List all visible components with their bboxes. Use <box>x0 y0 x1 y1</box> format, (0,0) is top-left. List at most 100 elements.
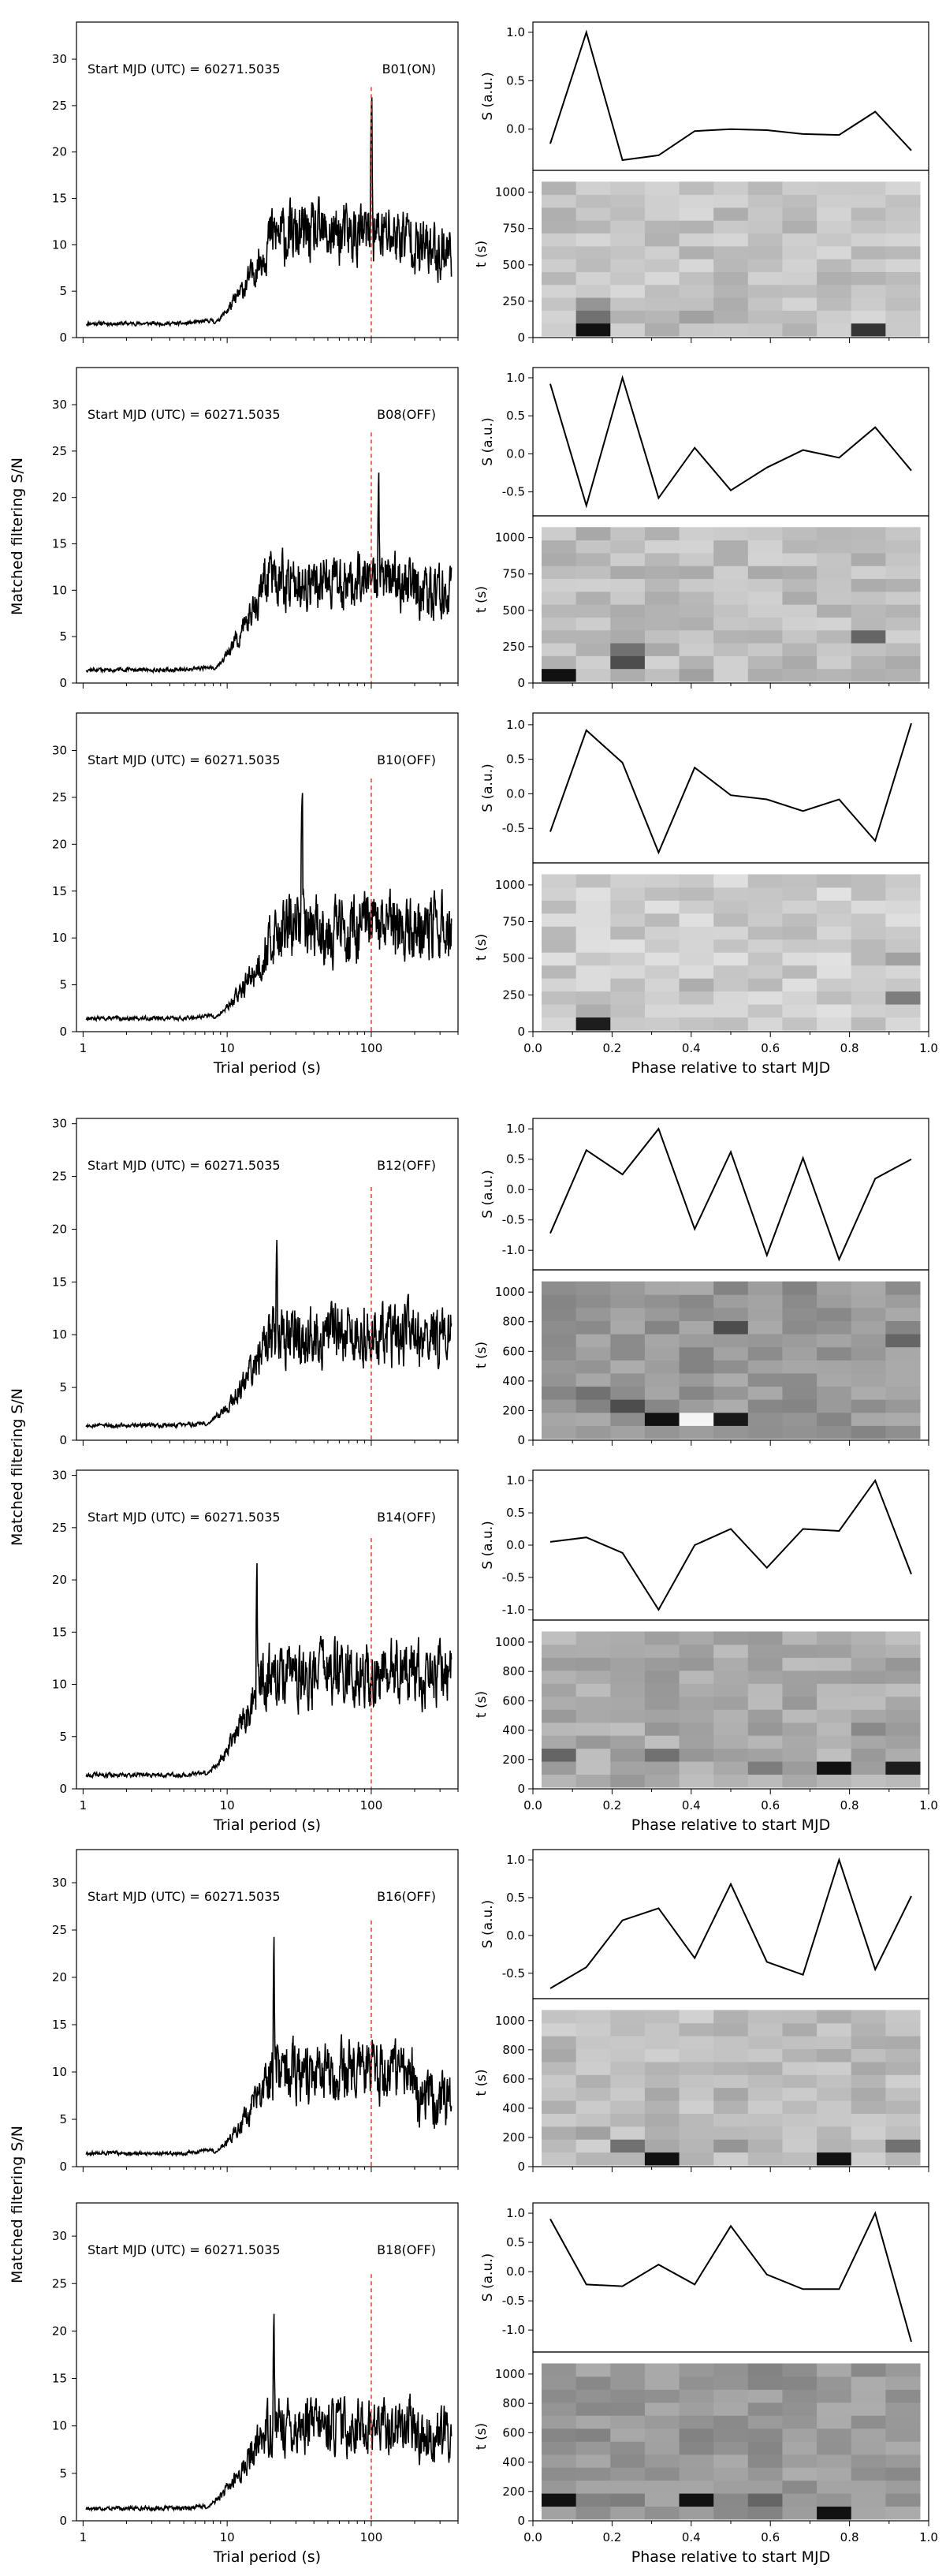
heatmap-cell <box>542 2415 577 2429</box>
heatmap-cell <box>851 1372 886 1387</box>
heatmap-cell <box>644 578 680 592</box>
heatmap-cell <box>679 1320 714 1335</box>
heatmap-y-axis-label: t (s) <box>474 1342 490 1368</box>
heatmap-cell <box>679 1307 714 1321</box>
heatmap-cell <box>885 1709 921 1723</box>
heatmap-cell <box>851 297 886 311</box>
heatmap-cell <box>713 2061 749 2075</box>
heatmap-cell <box>817 2074 852 2089</box>
profile-y-tick-label: 0.5 <box>506 1506 525 1520</box>
heatmap-cell <box>610 2493 646 2507</box>
heatmap-cell <box>747 1386 783 1400</box>
start-mjd-annotation: Start MJD (UTC) = 60271.5035 <box>88 752 281 767</box>
heatmap-cell <box>644 271 680 286</box>
heatmap-cell <box>542 991 577 1005</box>
periodogram-frame <box>76 367 459 684</box>
heatmap-cell <box>679 2389 714 2403</box>
heatmap-cell <box>644 617 680 631</box>
heatmap-cell <box>610 1696 646 1710</box>
heatmap-cell <box>817 991 852 1005</box>
profile-y-tick-label: 0.5 <box>506 2235 525 2249</box>
heatmap-cell <box>851 2402 886 2416</box>
heatmap-cell <box>885 1735 921 1749</box>
profile-y-tick-label: 0.0 <box>506 2264 525 2279</box>
heatmap-cell <box>782 1657 818 1671</box>
heatmap-cell <box>610 2139 646 2153</box>
heatmap-cell <box>851 1004 886 1018</box>
profile-y-axis-label: S (a.u.) <box>480 1900 496 1948</box>
heatmap-cell <box>644 220 680 234</box>
heatmap-cell <box>644 1307 680 1321</box>
heatmap-cell <box>679 1748 714 1762</box>
heatmap-cell <box>679 2022 714 2037</box>
heatmap-cell <box>575 284 611 298</box>
heatmap-y-tick-label: 200 <box>502 2130 525 2145</box>
heatmap-cell <box>747 2467 783 2481</box>
heatmap-cell <box>679 527 714 541</box>
heatmap-cell <box>644 2389 680 2403</box>
heatmap-cell <box>542 939 577 953</box>
heatmap-y-tick-label: 1000 <box>495 2014 525 2028</box>
heatmap-cell <box>610 1735 646 1749</box>
sn-curve <box>85 472 453 674</box>
heatmap-cell <box>782 1004 818 1018</box>
heatmap-cell <box>885 887 921 901</box>
phase-tick-label: 0.2 <box>602 1798 621 1813</box>
heatmap-cell <box>644 2441 680 2455</box>
heatmap-cell <box>851 1631 886 1645</box>
heatmap-cell <box>747 1696 783 1710</box>
start-mjd-annotation: Start MJD (UTC) = 60271.5035 <box>88 62 281 77</box>
heatmap-cell <box>542 233 577 247</box>
heatmap-cell <box>542 1334 577 1348</box>
heatmap-y-axis-label: t (s) <box>474 586 490 613</box>
beam-label: B16(OFF) <box>377 1889 436 1904</box>
heatmap-cell <box>885 2467 921 2481</box>
heatmap-cell <box>851 655 886 670</box>
heatmap-cell <box>713 978 749 992</box>
heatmap-cell <box>679 1372 714 1387</box>
profile-y-tick-label: 1.0 <box>506 1853 525 1867</box>
heatmap-cell <box>713 874 749 888</box>
heatmap-cell <box>610 1709 646 1723</box>
heatmap-cell <box>644 2087 680 2101</box>
heatmap-cell <box>713 2087 749 2101</box>
heatmap-cell <box>817 552 852 566</box>
heatmap-cell <box>747 1722 783 1736</box>
y-tick-label: 5 <box>59 1380 67 1394</box>
heatmap-cell <box>644 2493 680 2507</box>
heatmap-cell <box>885 1294 921 1309</box>
heatmap-cell <box>575 259 611 272</box>
heatmap-cell <box>885 1774 921 1788</box>
heatmap-cell <box>644 1360 680 1374</box>
y-tick-label: 0 <box>59 330 67 345</box>
sn-curve <box>85 2313 453 2513</box>
heatmap-cell <box>575 220 611 234</box>
heatmap-cell <box>851 2480 886 2494</box>
heatmap-cell <box>542 539 577 554</box>
heatmap-y-tick-label: 800 <box>502 1664 525 1678</box>
heatmap-cell <box>851 1360 886 1374</box>
heatmap-y-tick-label: 400 <box>502 2455 525 2470</box>
heatmap-cell <box>679 2402 714 2416</box>
heatmap-cell <box>851 2074 886 2089</box>
heatmap-cell <box>644 1722 680 1736</box>
heatmap-cell <box>644 1320 680 1335</box>
profile-y-tick-label: 0.0 <box>506 1928 525 1943</box>
heatmap-cell <box>644 1412 680 1426</box>
chart-panel-5: 0 5 10 15 20 25 30 1 10 100 Start MJD (UTC) = 6027… <box>52 1469 938 1834</box>
heatmap-cell <box>542 965 577 979</box>
heatmap-cell <box>713 2402 749 2416</box>
heatmap-y-tick-label: 200 <box>502 2485 525 2499</box>
heatmap-cell <box>782 1307 818 1321</box>
heatmap-cell <box>575 527 611 541</box>
heatmap-cell <box>885 1334 921 1348</box>
heatmap-cell <box>644 527 680 541</box>
heatmap-cell <box>713 1748 749 1762</box>
heatmap-cell <box>782 2074 818 2089</box>
phase-tick-label: 0.0 <box>523 2530 542 2544</box>
heatmap-cell <box>542 2100 577 2114</box>
heatmap-cell <box>817 2126 852 2140</box>
heatmap-cell <box>575 2506 611 2520</box>
heatmap-cell <box>713 1281 749 1295</box>
heatmap-cell <box>851 1017 886 1031</box>
